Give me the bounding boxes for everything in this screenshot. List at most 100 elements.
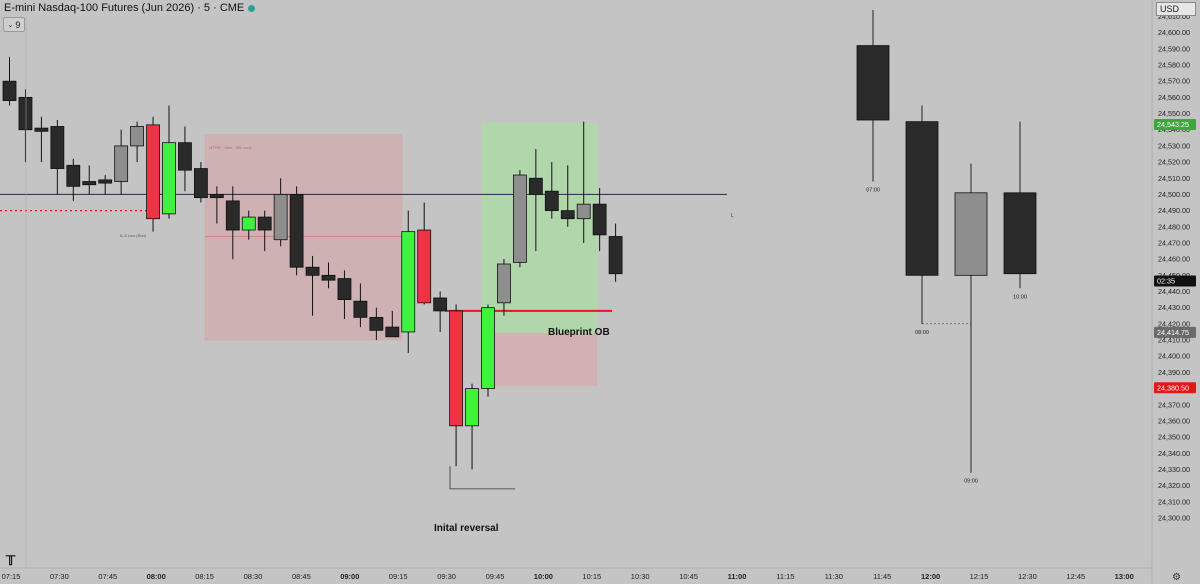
candle-body — [465, 388, 479, 427]
hourly-candle-label: 09:00 — [964, 479, 978, 485]
candle-body — [18, 96, 33, 131]
time-tick-label: 08:30 — [244, 572, 263, 581]
candle-body — [146, 124, 160, 220]
price-tick-label: 24,400.00 — [1158, 352, 1190, 361]
currency-label: USD — [1160, 4, 1180, 14]
time-tick-label: 09:30 — [437, 572, 456, 581]
price-tick-label: 24,420.00 — [1158, 319, 1190, 328]
blueprint-label: Blueprint OB — [548, 327, 610, 338]
price-tick-label: 24,570.00 — [1158, 77, 1190, 86]
time-tick-label: 13:00 — [1115, 572, 1134, 581]
chevron-icon: ⌄ — [7, 21, 14, 29]
price-tick-label: 24,310.00 — [1158, 497, 1190, 506]
candle-body — [209, 194, 224, 199]
symbol-title: E-mini Nasdaq-100 Futures (Jun 2026) · 5… — [4, 2, 256, 14]
price-tick-label: 24,330.00 — [1158, 465, 1190, 474]
time-tick-label: 10:45 — [679, 572, 698, 581]
time-tick-label: 12:00 — [921, 572, 940, 581]
price-tick-label: 24,350.00 — [1158, 433, 1190, 442]
time-axis[interactable]: 07:15 07:30 07:45 08:00 08:15 08:30 08:45 09:00… — [0, 18, 1152, 581]
candle-body — [34, 127, 49, 132]
price-tick-label: 24,520.00 — [1158, 158, 1190, 167]
hourly-candles-layer: 07:00 08:00 09:00 10:00 — [856, 10, 1037, 485]
candle-body — [576, 203, 591, 220]
time-tick-label: 07:15 — [2, 572, 21, 581]
time-tick-label: 09:15 — [389, 572, 408, 581]
price-tick-label: 24,500.00 — [1158, 190, 1190, 199]
time-tick-label: 09:45 — [486, 572, 505, 581]
candle-body — [544, 190, 559, 212]
price-tick-label: 24,560.00 — [1158, 93, 1190, 102]
candle-body — [433, 297, 448, 312]
candle-body — [497, 263, 511, 304]
time-tick-label: 12:15 — [970, 572, 989, 581]
tradingview-logo-icon[interactable]: 𝕋 — [6, 553, 16, 568]
zones-layer — [204, 122, 598, 386]
candle-body — [528, 177, 543, 195]
candle-body — [449, 310, 464, 427]
candle-body — [241, 216, 256, 231]
candle-body — [193, 168, 208, 199]
price-tick-label: 24,360.00 — [1158, 416, 1190, 425]
candle-body — [82, 181, 97, 186]
candles-layer — [2, 56, 623, 470]
candle-body — [225, 200, 240, 231]
time-tick-label: 11:15 — [776, 572, 794, 581]
price-tick-label: 24,430.00 — [1158, 303, 1190, 312]
low-label: 8–5 Low (Sun) — [120, 233, 147, 238]
price-axis-bg — [1152, 0, 1200, 584]
hourly-candle-body — [856, 45, 890, 121]
price-badge-label: 24,414.75 — [1157, 328, 1189, 337]
candle-body — [66, 164, 81, 187]
time-tick-label: 08:15 — [195, 572, 214, 581]
candle-body — [369, 316, 384, 331]
annotations-layer: Blueprint OB Inital reversal MTFM · 15m … — [120, 145, 734, 534]
price-badge — [1154, 382, 1196, 394]
price-badge-label: 24,380.50 — [1157, 383, 1189, 392]
candle-body — [114, 145, 129, 182]
price-badge — [1154, 326, 1196, 338]
price-tick-label: 24,450.00 — [1158, 271, 1190, 280]
candle-body — [608, 236, 623, 275]
time-tick-label: 08:00 — [147, 572, 166, 581]
price-axis[interactable]: 24,610.00 24,600.00 24,590.00 24,580.00 24,5… — [1151, 0, 1200, 584]
price-tick-label: 24,610.00 — [1158, 12, 1190, 21]
currency-selector[interactable]: USD — [1156, 2, 1196, 16]
candle-body — [337, 278, 352, 300]
hourly-candle-body — [1003, 192, 1037, 275]
mtfb-label: MTFM · 15m · 382 zone — [209, 145, 253, 150]
hourly-candle-label: 07:00 — [866, 187, 880, 193]
candle-body — [385, 326, 400, 338]
indicator-count: 9 — [15, 19, 21, 30]
time-tick-label: 12:45 — [1066, 572, 1085, 581]
candle-body — [513, 174, 527, 263]
hourly-candle-body — [905, 121, 939, 276]
time-tick-label: 07:45 — [98, 572, 117, 581]
time-tick-label: 11:45 — [873, 572, 891, 581]
candle-body — [2, 80, 17, 101]
time-tick-label: 12:30 — [1018, 572, 1037, 581]
gear-icon[interactable]: ⚙ — [1172, 572, 1181, 583]
indicators-toggle-button[interactable]: ⌄ 9 — [3, 17, 25, 32]
time-tick-label: 10:15 — [582, 572, 601, 581]
time-tick-label: 10:30 — [631, 572, 650, 581]
price-tick-label: 24,580.00 — [1158, 61, 1190, 70]
price-badge — [1154, 118, 1196, 130]
candle-body — [321, 274, 336, 281]
reversal-label: Inital reversal — [434, 523, 499, 534]
candle-body — [130, 126, 145, 147]
candle-body — [50, 126, 65, 169]
candle-body — [289, 194, 304, 268]
price-tick-label: 24,490.00 — [1158, 206, 1190, 215]
price-tick-label: 24,340.00 — [1158, 449, 1190, 458]
price-badge-label: 02:35 — [1157, 276, 1175, 285]
candle-body — [417, 229, 432, 304]
candle-body — [305, 266, 320, 276]
candle-body — [481, 307, 495, 389]
status-dot-icon — [248, 4, 256, 12]
candle-body — [162, 142, 176, 215]
hourly-candle-label: 10:00 — [1013, 294, 1027, 300]
price-tick-label: 24,370.00 — [1158, 400, 1190, 409]
